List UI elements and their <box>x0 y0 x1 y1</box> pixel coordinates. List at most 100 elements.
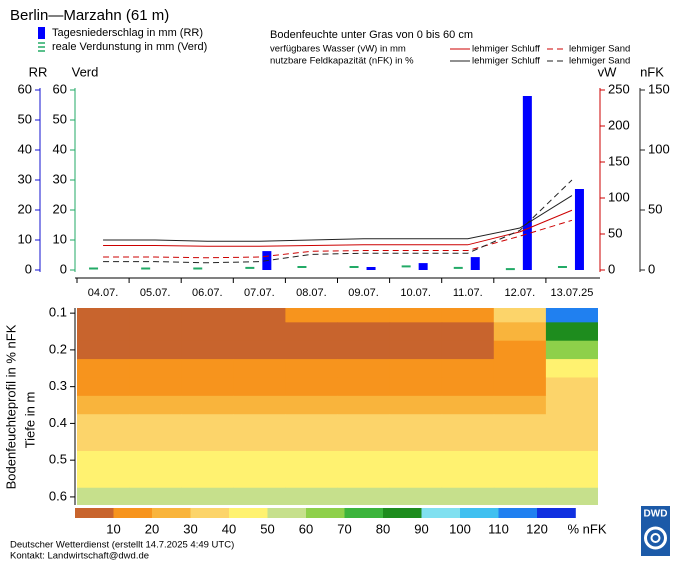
moisture-cell <box>181 322 234 342</box>
bar <box>522 96 532 270</box>
moisture-cell <box>233 432 286 452</box>
soil-title: Bodenfeuchte unter Gras von 0 bis 60 cm <box>270 29 473 41</box>
moisture-cell <box>129 487 182 505</box>
moisture-cell <box>233 414 286 434</box>
y-tick-label: 10 <box>53 231 67 246</box>
moisture-cell <box>285 487 338 505</box>
moisture-cell <box>441 469 495 489</box>
moisture-cell <box>441 359 495 378</box>
moisture-cell <box>493 450 547 470</box>
legend-level: 60 <box>299 521 313 536</box>
line-series <box>103 195 573 242</box>
y-tick-label: 30 <box>53 171 67 186</box>
legend-level: 40 <box>222 521 236 536</box>
legend-label: lehmiger Sand <box>569 44 630 55</box>
moisture-cell <box>493 487 547 505</box>
legend-group: nutzbare Feldkapazität (nFK) in % <box>270 56 414 67</box>
y-tick-label: 0.3 <box>49 378 67 393</box>
moisture-cell <box>77 308 130 323</box>
heatmap-area <box>77 308 598 505</box>
line-series <box>103 179 573 264</box>
moisture-cell <box>545 359 598 378</box>
legend-level: 30 <box>183 521 197 536</box>
legend-swatch <box>113 508 153 518</box>
moisture-cell <box>441 308 495 323</box>
axis-title: RR <box>29 64 48 79</box>
moisture-cell <box>233 487 286 505</box>
logo-swirl <box>650 533 661 543</box>
x-tick-label: 07.07. <box>244 287 275 299</box>
moisture-cell <box>285 359 338 378</box>
y-tick-label: 250 <box>608 81 630 96</box>
legend-label: lehmiger Schluff <box>472 44 540 55</box>
moisture-cell <box>129 432 182 452</box>
axis-title: vW <box>598 64 618 79</box>
legend-level: 20 <box>145 521 159 536</box>
moisture-cell <box>285 395 338 415</box>
legend-swatch <box>383 508 422 518</box>
legend-swatch <box>190 508 230 518</box>
y-tick-label: 0.1 <box>49 305 67 320</box>
moisture-cell <box>493 414 547 434</box>
moisture-cell <box>389 340 443 360</box>
moisture-cell <box>337 377 391 397</box>
y-tick-label: 30 <box>18 171 32 186</box>
moisture-cell <box>337 432 391 452</box>
moisture-cell <box>337 414 391 434</box>
legend-level: 80 <box>376 521 390 536</box>
legend-swatch <box>229 508 268 518</box>
y-tick-label: 0 <box>25 261 32 276</box>
y-tick-label: 50 <box>53 111 67 126</box>
moisture-cell <box>337 359 391 378</box>
moisture-cell <box>181 340 234 360</box>
moisture-cell <box>233 359 286 378</box>
legend-level: 90 <box>414 521 428 536</box>
moisture-cell <box>129 450 182 470</box>
moisture-cell <box>337 308 391 323</box>
moisture-cell <box>493 395 547 415</box>
moisture-cell <box>389 469 443 489</box>
x-tick-label: 09.07. <box>348 287 379 299</box>
y-tick-label: 100 <box>648 141 670 156</box>
legend-swatch <box>75 508 114 518</box>
moisture-cell <box>441 322 495 342</box>
moisture-cell <box>389 359 443 378</box>
axis-title: Tiefe in m <box>22 392 37 449</box>
moisture-cell <box>545 432 598 452</box>
moisture-cell <box>441 450 495 470</box>
moisture-cell <box>129 322 182 342</box>
moisture-cell <box>77 340 130 360</box>
moisture-cell <box>285 469 338 489</box>
bar <box>366 267 376 270</box>
y-tick-label: 60 <box>53 81 67 96</box>
moisture-cell <box>77 450 130 470</box>
y-tick-label: 60 <box>18 81 32 96</box>
moisture-cell <box>77 432 130 452</box>
x-tick-label: 11.07. <box>453 287 483 299</box>
logo-text: DWD <box>644 509 668 520</box>
moisture-cell <box>129 359 182 378</box>
y-tick-label: 20 <box>53 201 67 216</box>
y-tick-label: 100 <box>608 189 630 204</box>
moisture-cell <box>77 395 130 415</box>
moisture-cell <box>545 340 598 360</box>
legend-swatch <box>344 508 384 518</box>
y-tick-label: 40 <box>53 141 67 156</box>
moisture-cell <box>545 322 598 342</box>
y-tick-label: 20 <box>18 201 32 216</box>
moisture-cell <box>545 487 598 505</box>
moisture-cell <box>233 322 286 342</box>
y-tick-label: 10 <box>18 231 32 246</box>
moisture-cell <box>77 469 130 489</box>
legend-level: 100 <box>449 521 471 536</box>
moisture-cell <box>493 469 547 489</box>
moisture-cell <box>441 377 495 397</box>
moisture-cell <box>545 395 598 415</box>
legend-swatch <box>498 508 538 518</box>
legend-swatch <box>152 508 191 518</box>
legend-level: 10 <box>106 521 120 536</box>
legend-label: Tagesniederschlag in mm (RR) <box>52 27 203 39</box>
moisture-cell <box>441 395 495 415</box>
moisture-cell <box>181 450 234 470</box>
moisture-cell <box>181 487 234 505</box>
